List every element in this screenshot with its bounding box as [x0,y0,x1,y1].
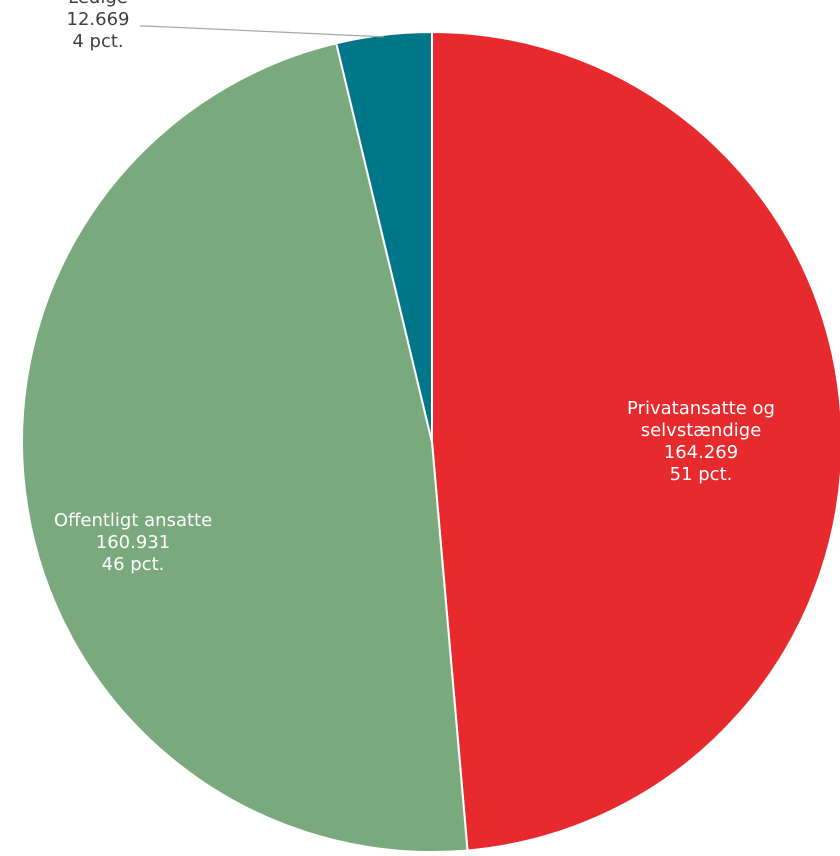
slice-label-name: Privatansatte og [627,398,775,419]
slice-label-pct: 51 pct. [670,464,733,485]
pie-slice-1 [21,42,469,853]
slice-label-pct: 4 pct. [72,31,123,52]
slice-label-name: selvstændige [641,420,762,441]
slice-label-name: Offentligt ansatte [54,510,212,531]
leader-lines [140,25,384,38]
leader-line-2 [140,25,384,38]
slice-label-value: 160.931 [96,532,170,553]
pie-slice-0 [431,30,840,852]
pie-slice-2 [335,30,433,443]
slice-label-value: 12.669 [67,9,130,30]
slice-labels: Privatansatte og selvstændige 164.269 51 pc… [54,0,775,575]
slice-label-name: Ledige [68,0,128,8]
pie-slices [21,30,840,853]
slice-label-0: Privatansatte og selvstændige 164.269 51 pc… [627,398,775,485]
slice-label-1: Offentligt ansatte 160.931 46 pct. [54,510,212,575]
slice-label-pct: 46 pct. [102,554,165,575]
slice-label-value: 164.269 [664,442,738,463]
